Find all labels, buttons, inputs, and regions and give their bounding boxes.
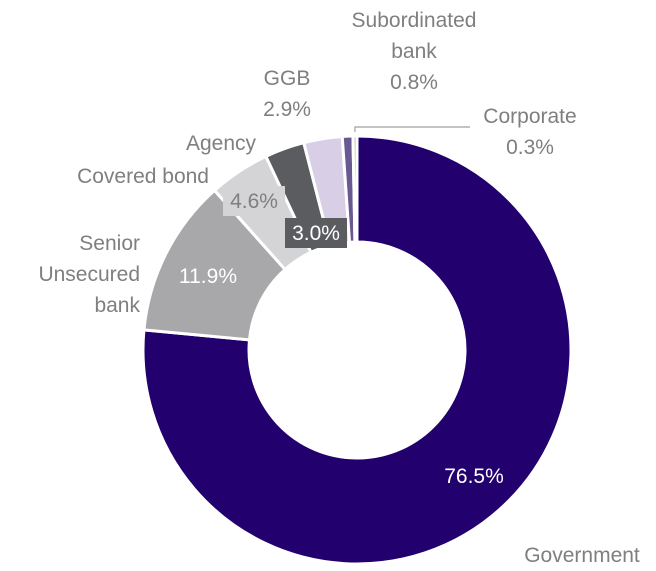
leader-line-corporate	[354, 126, 470, 133]
label-line: bank	[391, 40, 437, 63]
label-line: Agency	[186, 132, 257, 155]
label-subordinated-bank: Subordinated bank 0.8%	[352, 9, 477, 94]
label-corporate: Corporate 0.3%	[483, 105, 576, 159]
label-government-securities: Governmentsecurities	[524, 544, 640, 571]
donut-slices	[141, 134, 573, 566]
value-covered-bond: 4.6%	[230, 190, 278, 213]
label-line: Senior	[79, 232, 140, 255]
label-line: Subordinated	[352, 9, 477, 32]
slice-corporate	[351, 134, 359, 244]
label-agency: Agency	[186, 132, 257, 155]
label-covered-bond: Covered bond	[77, 165, 209, 188]
donut-labels: Governmentsecurities 76.5% Senior Unsecured…	[38, 9, 640, 571]
label-line: Corporate	[483, 105, 576, 128]
label-line: Unsecured	[38, 263, 140, 286]
label-ggb: GGB 2.9%	[263, 67, 311, 121]
label-line: Government	[524, 544, 640, 567]
label-line: 2.9%	[263, 98, 311, 121]
label-line: 0.8%	[390, 71, 438, 94]
value-agency: 3.0%	[292, 222, 340, 245]
label-line: bank	[94, 294, 140, 317]
value-government-securities: 76.5%	[444, 465, 504, 488]
value-senior-unsecured-bank: 11.9%	[179, 265, 237, 288]
slice-government-securities	[141, 134, 573, 566]
value-box-agency	[285, 218, 347, 248]
value-box-covered-bond	[223, 186, 285, 216]
label-line: 0.3%	[506, 136, 554, 159]
label-line: GGB	[264, 67, 311, 90]
label-line: Covered bond	[77, 165, 209, 188]
label-senior-unsecured-bank: Senior Unsecured bank	[38, 232, 140, 317]
